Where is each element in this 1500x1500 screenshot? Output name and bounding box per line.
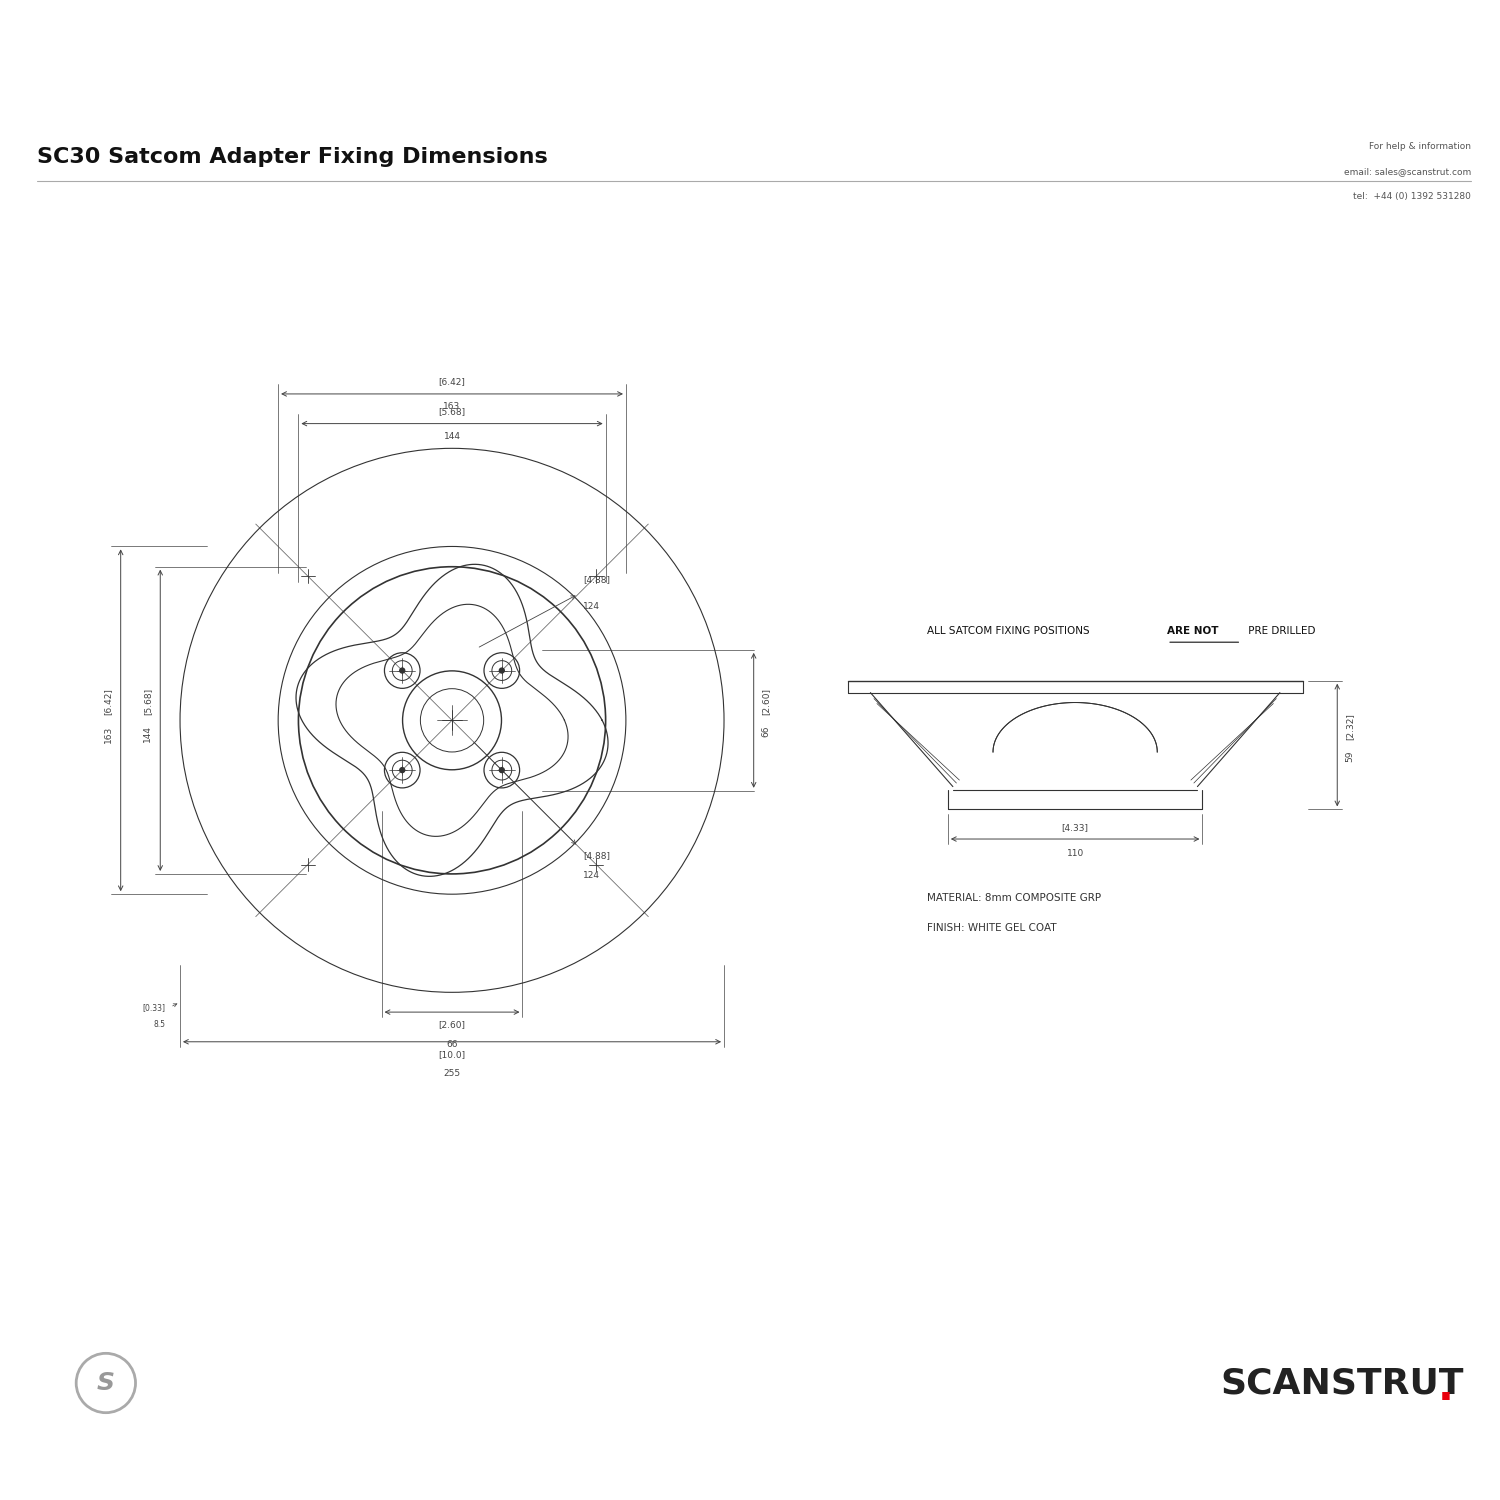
Text: 59: 59: [1346, 750, 1354, 762]
Text: [2.60]: [2.60]: [438, 1020, 465, 1029]
Text: [6.42]: [6.42]: [438, 376, 465, 386]
Text: 66: 66: [762, 726, 771, 736]
Text: 163: 163: [444, 402, 460, 411]
Text: For help & information: For help & information: [1370, 142, 1472, 152]
Text: [5.68]: [5.68]: [438, 406, 465, 416]
Text: 163: 163: [104, 726, 112, 742]
Text: tel:  +44 (0) 1392 531280: tel: +44 (0) 1392 531280: [1353, 192, 1472, 201]
Text: 66: 66: [447, 1040, 458, 1048]
Text: [4.88]: [4.88]: [584, 852, 610, 861]
Text: ARE NOT: ARE NOT: [1167, 627, 1218, 636]
Text: 8.5: 8.5: [153, 1020, 165, 1029]
Text: S: S: [98, 1371, 116, 1395]
Text: ALL SATCOM FIXING POSITIONS: ALL SATCOM FIXING POSITIONS: [927, 627, 1092, 636]
Text: 124: 124: [584, 871, 600, 880]
Text: [4.88]: [4.88]: [584, 574, 610, 584]
Text: [2.32]: [2.32]: [1346, 712, 1354, 740]
Text: [10.0]: [10.0]: [438, 1050, 465, 1059]
Text: FINISH: WHITE GEL COAT: FINISH: WHITE GEL COAT: [927, 922, 1056, 933]
Text: [0.33]: [0.33]: [142, 1002, 165, 1011]
Text: SCANSTRUT: SCANSTRUT: [1221, 1366, 1464, 1400]
Text: 255: 255: [444, 1070, 460, 1078]
Text: [5.68]: [5.68]: [144, 688, 153, 715]
Circle shape: [500, 768, 504, 772]
Text: email: sales@scanstrut.com: email: sales@scanstrut.com: [1344, 166, 1472, 176]
Circle shape: [400, 768, 405, 772]
Text: [4.33]: [4.33]: [1062, 824, 1089, 833]
Text: MATERIAL: 8mm COMPOSITE GRP: MATERIAL: 8mm COMPOSITE GRP: [927, 894, 1101, 903]
Text: SC30 Satcom Adapter Fixing Dimensions: SC30 Satcom Adapter Fixing Dimensions: [36, 147, 548, 166]
Text: 124: 124: [584, 602, 600, 610]
Circle shape: [500, 668, 504, 674]
Text: 144: 144: [444, 432, 460, 441]
Circle shape: [400, 668, 405, 674]
Text: [6.42]: [6.42]: [104, 688, 112, 715]
Text: PRE DRILLED: PRE DRILLED: [1245, 627, 1316, 636]
Text: [2.60]: [2.60]: [762, 688, 771, 715]
Text: .: .: [1438, 1366, 1454, 1408]
Text: 144: 144: [144, 726, 153, 742]
Text: 110: 110: [1066, 849, 1084, 858]
